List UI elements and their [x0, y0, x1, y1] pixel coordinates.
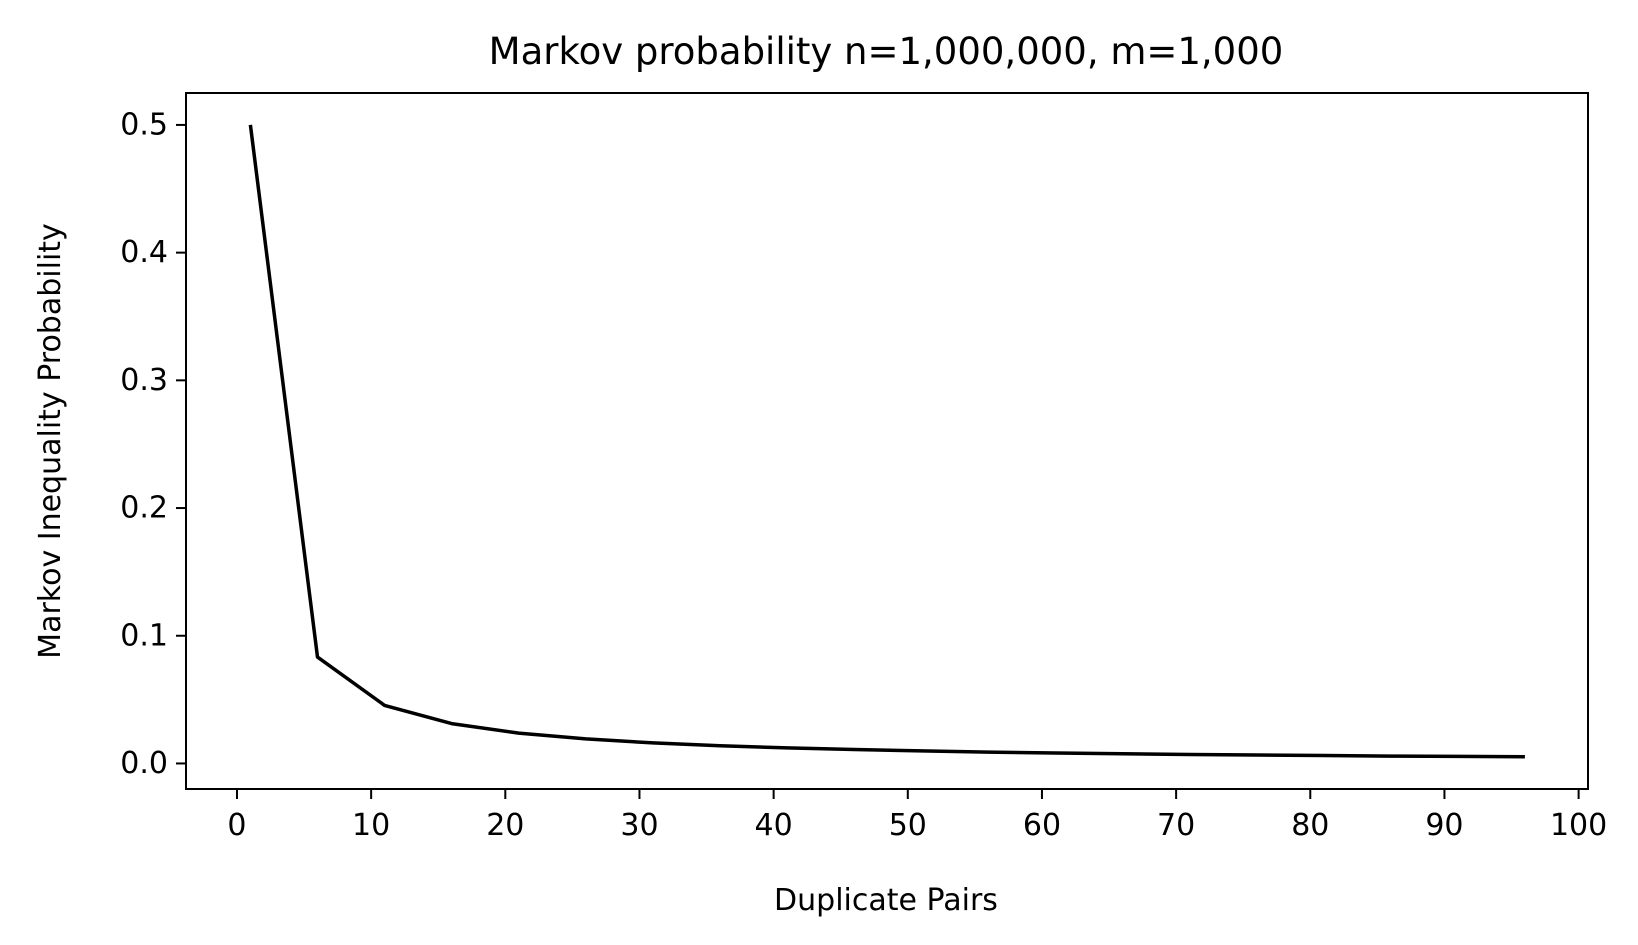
y-tick-label: 0.0 — [120, 746, 168, 781]
y-axis-label: Markov Inequality Probability — [33, 223, 68, 659]
chart-title: Markov probability n=1,000,000, m=1,000 — [489, 30, 1284, 73]
y-tick-label: 0.2 — [120, 491, 168, 526]
plot-frame — [185, 92, 1589, 790]
y-tick-label: 0.5 — [120, 107, 168, 142]
y-tick-label: 0.1 — [120, 618, 168, 653]
x-tick-label: 80 — [1291, 808, 1329, 843]
y-tick-label: 0.3 — [120, 363, 168, 398]
y-axis-ticks: 0.0 0.1 0.2 0.3 0.4 0.5 — [120, 107, 186, 781]
x-tick-label: 40 — [755, 808, 793, 843]
x-tick-label: 0 — [227, 808, 246, 843]
x-axis-ticks: 0 10 20 30 40 50 60 70 80 90 100 — [227, 789, 1607, 843]
y-tick-label: 0.4 — [120, 235, 168, 270]
x-tick-label: 50 — [889, 808, 927, 843]
x-tick-label: 90 — [1425, 808, 1463, 843]
x-tick-label: 20 — [486, 808, 524, 843]
x-tick-label: 10 — [352, 808, 390, 843]
series-line — [248, 124, 1525, 759]
x-tick-label: 30 — [620, 808, 658, 843]
x-axis-label: Duplicate Pairs — [774, 883, 998, 918]
x-tick-label: 100 — [1550, 808, 1607, 843]
x-tick-label: 60 — [1023, 808, 1061, 843]
x-tick-label: 70 — [1157, 808, 1195, 843]
